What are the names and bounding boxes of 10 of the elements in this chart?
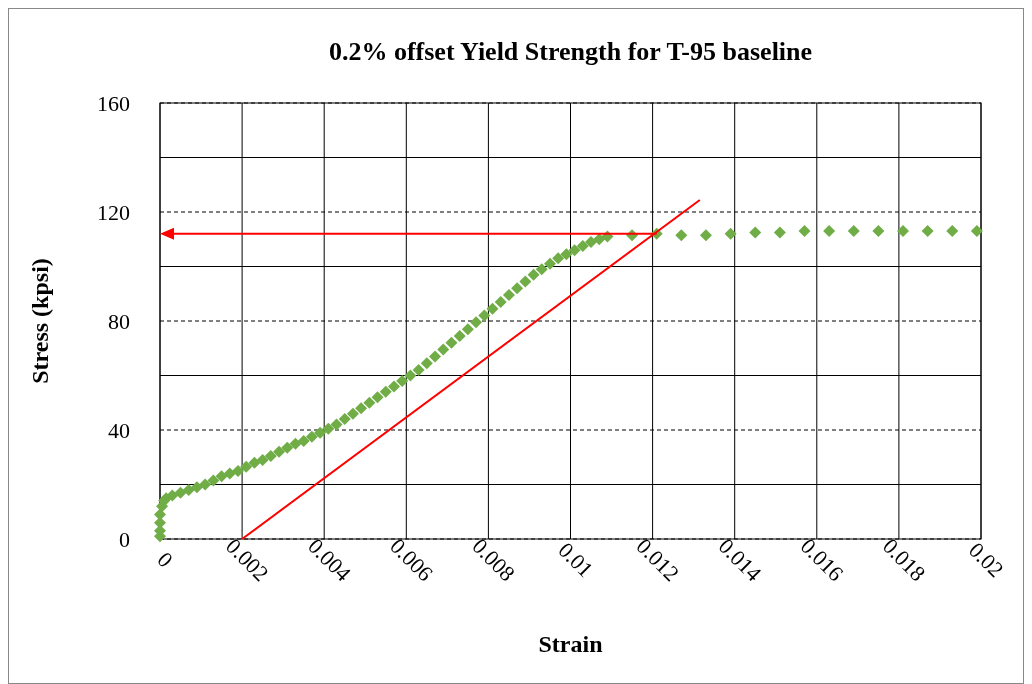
x-tick-label: 0.02: [963, 537, 1009, 583]
y-tick-label: 80: [108, 308, 130, 334]
chart-title: 0.2% offset Yield Strength for T-95 baseline: [328, 37, 813, 66]
x-axis-title: Strain: [538, 631, 603, 657]
y-tick-label: 40: [108, 417, 130, 443]
x-tick-label: 0.01: [553, 537, 599, 583]
x-tick-label: 0: [152, 546, 179, 573]
y-tick-label: 160: [97, 90, 130, 116]
y-axis-title: Stress (kpsi): [27, 258, 53, 384]
y-tick-label: 120: [97, 199, 130, 225]
